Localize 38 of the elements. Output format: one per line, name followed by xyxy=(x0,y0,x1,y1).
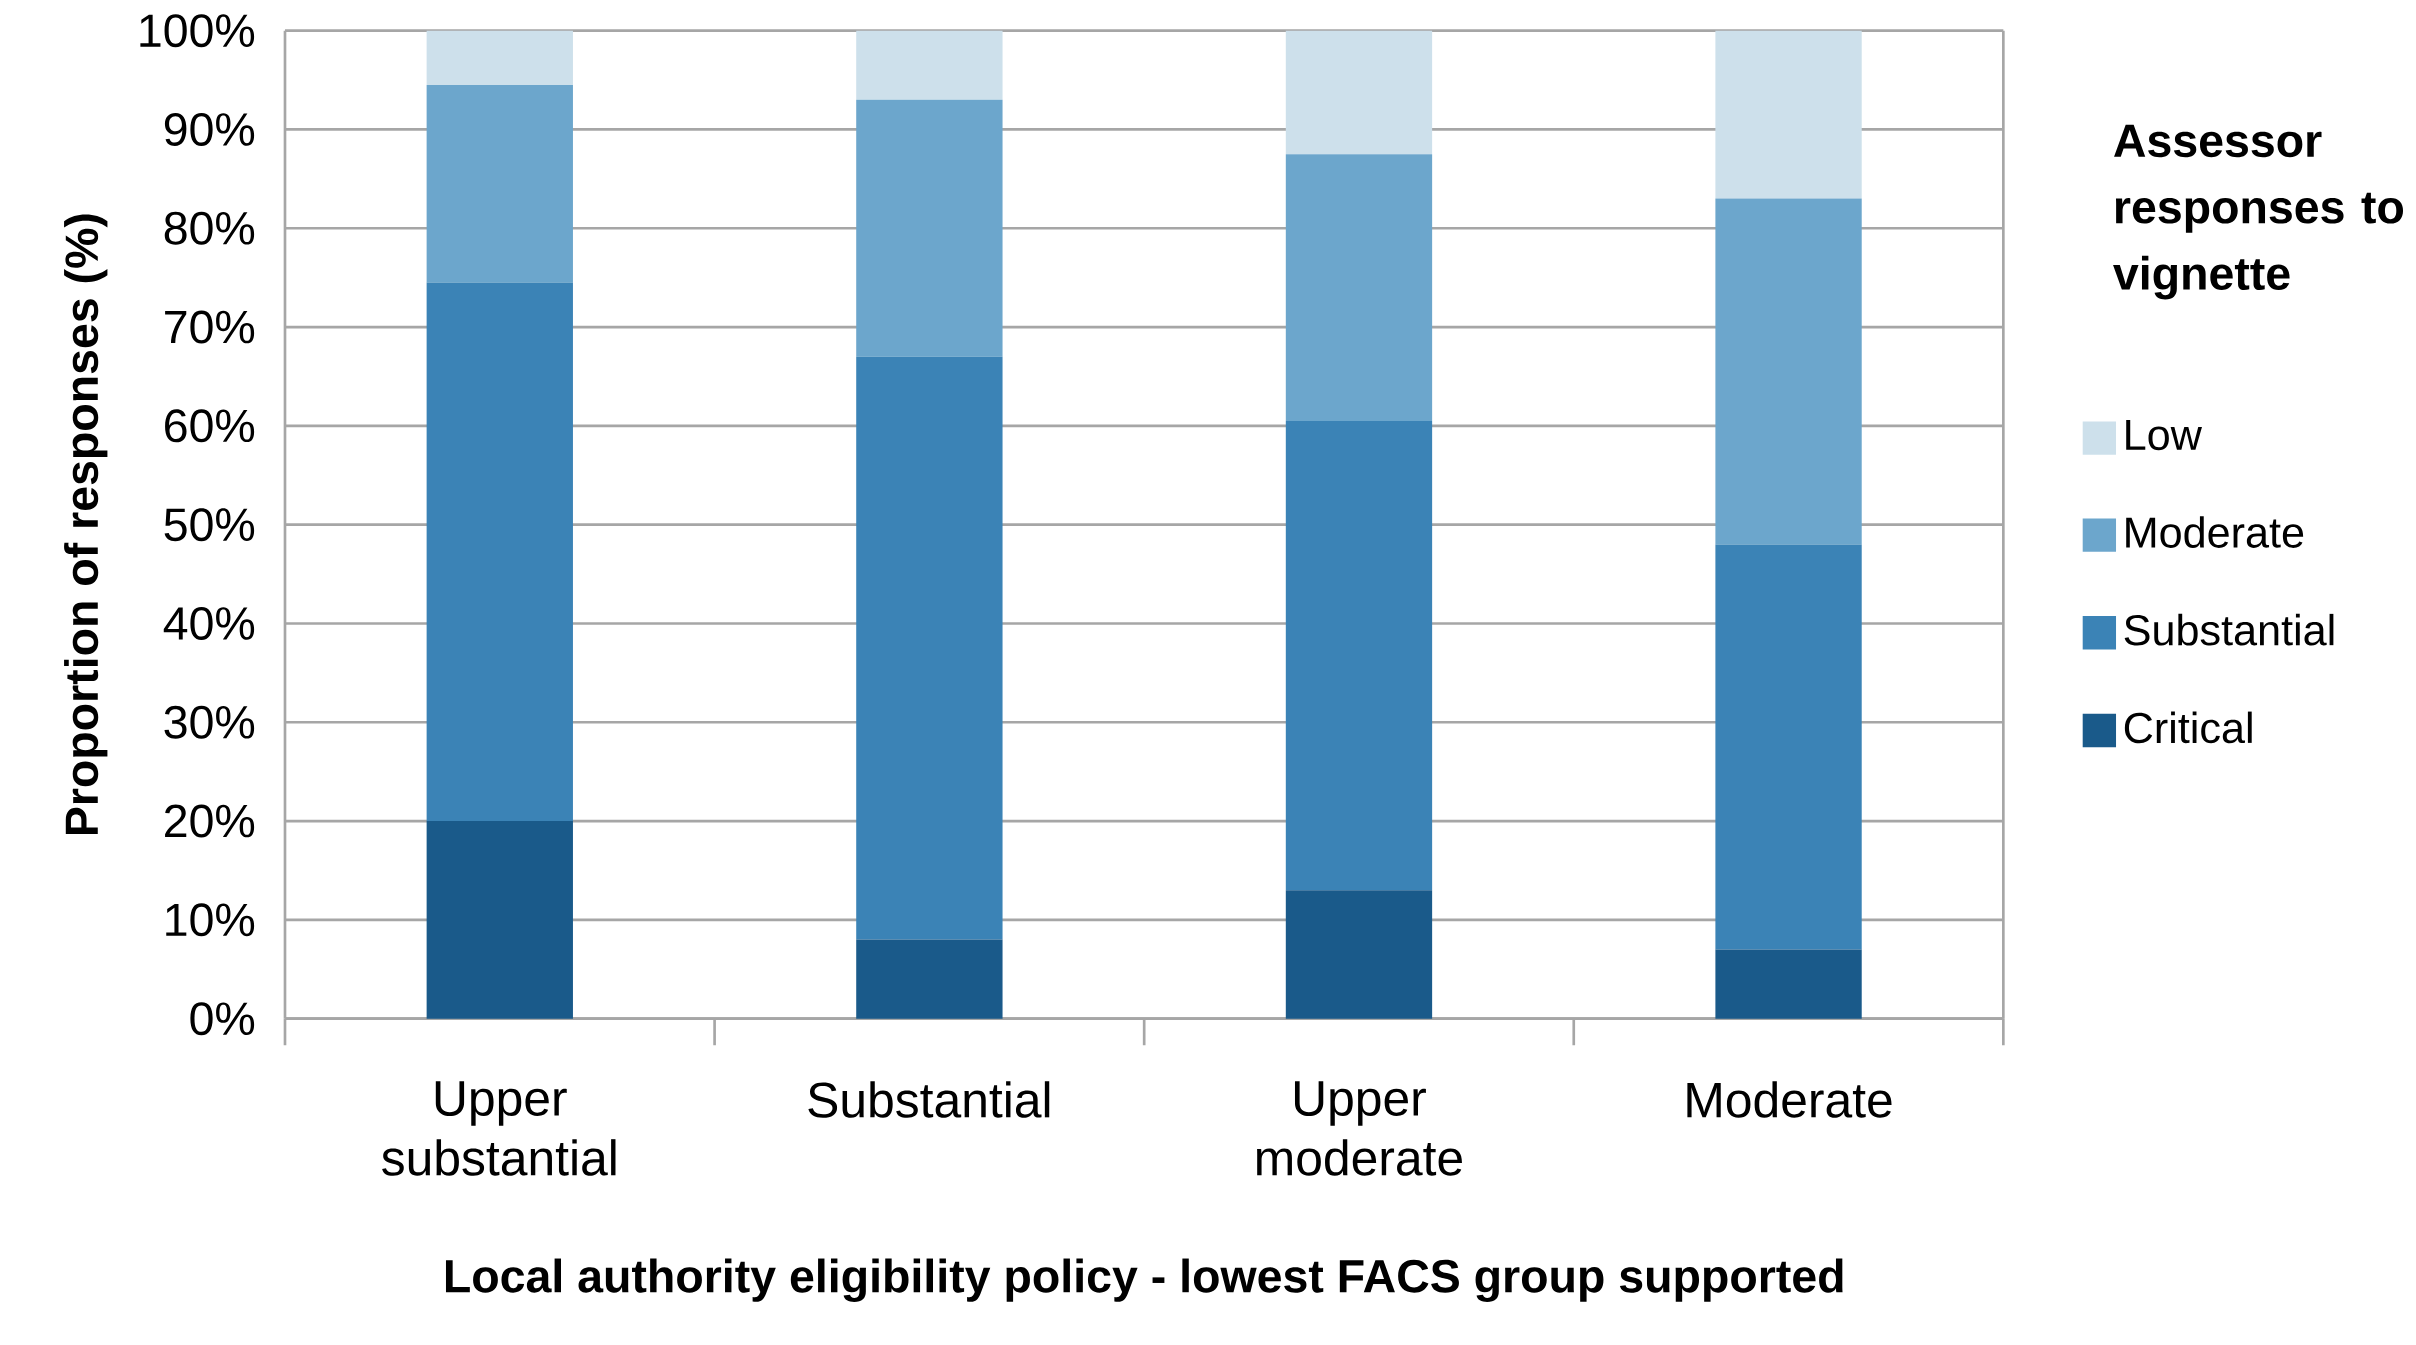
bar xyxy=(1285,154,1433,421)
y-axis-title: Proportion of responses (%) xyxy=(64,214,108,835)
y-tick-label: 60% xyxy=(165,409,255,443)
legend-title: Assessor responses to vignette xyxy=(2113,124,2404,300)
bar xyxy=(426,30,573,85)
bar xyxy=(856,939,1003,1019)
y-tick-label: 100% xyxy=(140,14,255,48)
bar xyxy=(856,30,1003,100)
y-tick-label: 10% xyxy=(166,903,255,937)
x-tick-label: Moderate xyxy=(1687,1081,1892,1118)
x-tick-label: Upper moderate xyxy=(1257,1081,1462,1176)
x-axis-title: Local authority eligibility policy - lowest FACS group supported xyxy=(445,1258,1843,1303)
bar xyxy=(1285,890,1433,1019)
legend-label: Critical xyxy=(2124,711,2252,744)
legend-label: Low xyxy=(2126,420,2202,451)
y-tick-label: 40% xyxy=(163,606,255,640)
bar xyxy=(856,356,1003,940)
y-tick-label: 50% xyxy=(164,508,255,542)
bar xyxy=(1715,544,1862,950)
y-tick-label: 0% xyxy=(190,1002,255,1036)
bar xyxy=(1715,198,1862,545)
bar xyxy=(426,821,573,1019)
bar xyxy=(426,282,573,822)
bar xyxy=(1715,949,1862,1019)
y-tick-label: 80% xyxy=(164,211,255,245)
x-tick-label: Substantial xyxy=(808,1081,1050,1118)
bar xyxy=(426,85,573,283)
x-tick-label: Upper substantial xyxy=(382,1081,616,1176)
y-tick-label: 20% xyxy=(165,804,255,838)
bar xyxy=(1285,30,1433,155)
bar xyxy=(1715,30,1862,199)
y-tick-label: 30% xyxy=(164,705,255,739)
legend-label: Moderate xyxy=(2126,516,2304,548)
bar xyxy=(856,99,1003,357)
y-tick-label: 90% xyxy=(164,112,255,146)
y-tick-label: 70% xyxy=(165,310,255,344)
bar xyxy=(1285,420,1433,891)
legend-label: Substantial xyxy=(2124,613,2334,646)
